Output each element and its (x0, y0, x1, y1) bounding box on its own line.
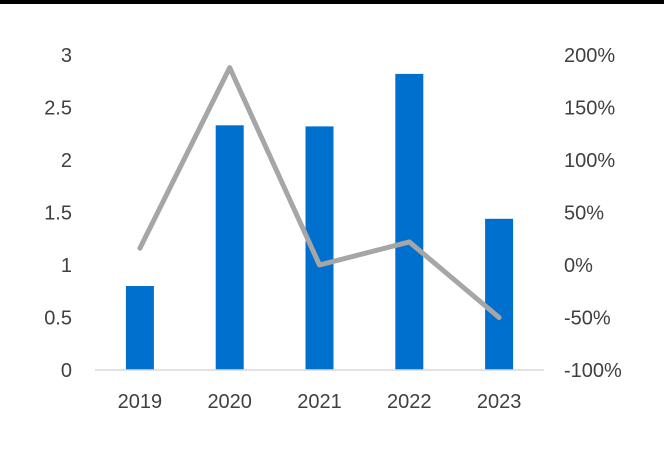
left-tick-label: 0.5 (44, 308, 72, 330)
bar-2023 (485, 219, 513, 370)
x-tick-label: 2021 (297, 391, 342, 413)
right-tick-label: -50% (564, 308, 611, 330)
left-tick-label: 3 (61, 45, 72, 67)
right-tick-label: 50% (564, 203, 604, 225)
right-tick-label: 150% (564, 98, 615, 120)
left-tick-label: 2.5 (44, 98, 72, 120)
x-tick-label: 2023 (477, 391, 522, 413)
right-tick-label: 0% (564, 255, 593, 277)
top-border-rule (0, 0, 664, 4)
left-axis-ticks: 0 0.5 1 1.5 2 2.5 3 (44, 45, 72, 382)
x-tick-label: 2020 (207, 391, 252, 413)
left-tick-label: 0 (61, 360, 72, 382)
bars-layer (126, 74, 513, 370)
bar-2020 (216, 125, 244, 370)
right-tick-label: 100% (564, 150, 615, 172)
bar-2019 (126, 286, 154, 370)
right-tick-label: -100% (564, 360, 622, 382)
x-tick-label: 2022 (387, 391, 432, 413)
left-tick-label: 1.5 (44, 203, 72, 225)
right-tick-label: 200% (564, 45, 615, 67)
x-axis-ticks: 2019 2020 2021 2022 2023 (118, 391, 522, 413)
right-axis-ticks: -100% -50% 0% 50% 100% 150% 200% (564, 45, 622, 382)
left-tick-label: 1 (61, 255, 72, 277)
bar-2022 (395, 74, 423, 370)
x-tick-label: 2019 (118, 391, 163, 413)
left-tick-label: 2 (61, 150, 72, 172)
